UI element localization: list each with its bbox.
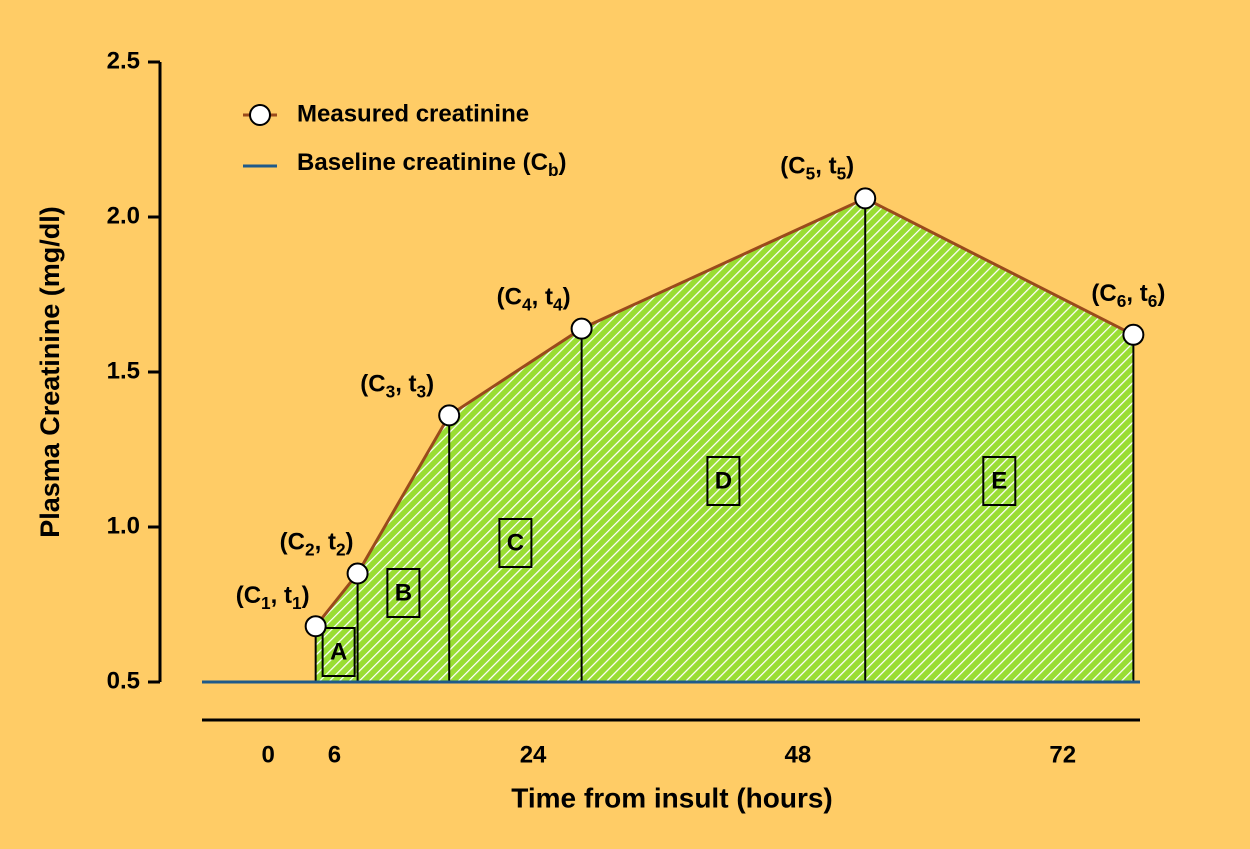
point-label: (C3, t3) (360, 371, 434, 401)
point-label: (C4, t4) (497, 284, 571, 314)
x-axis-label: Time from insult (hours) (511, 782, 833, 813)
y-axis-label: Plasma Creatinine (mg/dl) (35, 206, 65, 538)
x-tick-label: 6 (328, 741, 341, 768)
x-tick-label: 0 (262, 741, 275, 768)
region-box (386, 568, 421, 618)
data-point (438, 404, 461, 427)
data-point (1122, 323, 1145, 346)
region-label: E (991, 467, 1007, 494)
y-tick-label: 0.5 (107, 667, 140, 694)
data-point (304, 615, 327, 638)
point-label: (C2, t2) (280, 529, 354, 559)
area-fill (315, 198, 1134, 682)
region-label: D (715, 467, 732, 494)
region-box (982, 456, 1017, 506)
data-point (570, 317, 593, 340)
region-box (498, 518, 533, 568)
legend-label: Baseline creatinine (Cb) (297, 149, 567, 179)
y-tick-label: 2.5 (107, 47, 140, 74)
y-tick-label: 1.5 (107, 357, 140, 384)
data-point (854, 187, 877, 210)
data-point (346, 562, 369, 585)
y-tick-label: 2.0 (107, 202, 140, 229)
x-tick-label: 24 (520, 741, 547, 768)
region-box (321, 627, 356, 677)
legend-label: Measured creatinine (297, 100, 529, 127)
point-label: (C1, t1) (236, 583, 310, 613)
y-tick-label: 1.0 (107, 512, 140, 539)
point-label: (C5, t5) (780, 153, 854, 183)
region-label: C (507, 529, 524, 556)
measured-line (314, 196, 1135, 628)
x-tick-label: 48 (785, 741, 812, 768)
x-tick-label: 72 (1049, 741, 1076, 768)
region-label: B (395, 579, 412, 606)
region-label: A (330, 638, 347, 665)
region-box (706, 456, 741, 506)
legend-marker (249, 104, 271, 126)
point-label: (C6, t6) (1091, 280, 1165, 310)
